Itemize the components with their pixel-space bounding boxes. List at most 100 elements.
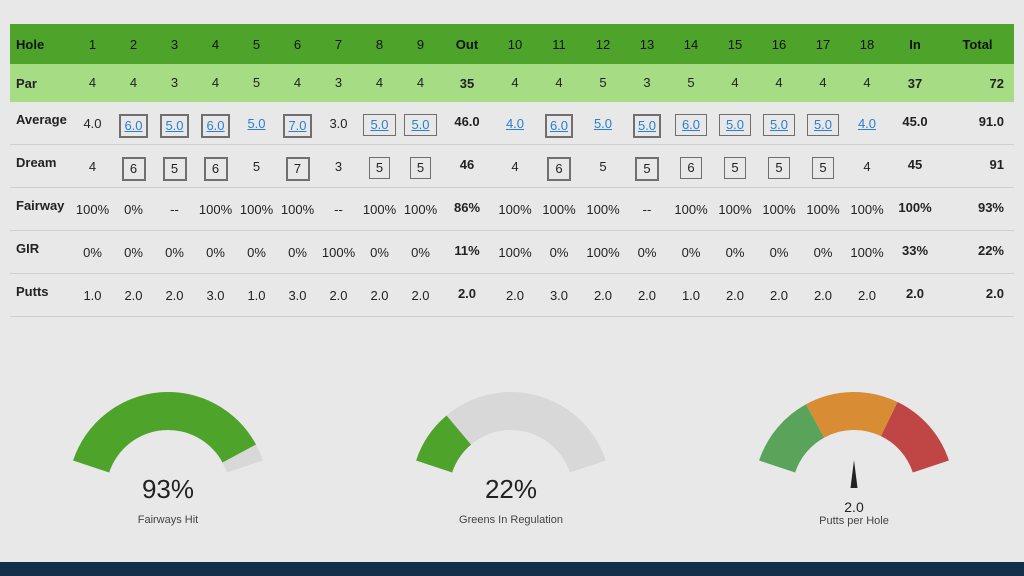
par-hole-14-cell: 5 [669,64,713,102]
par-hole-8-value: 4 [375,75,384,90]
putts-hole-9-cell: 2.0 [400,273,441,317]
gir-hole-7-cell: 100% [318,230,359,274]
par-row-label: Par [10,64,72,102]
dream-hole-16-cell: 5 [757,144,801,188]
fairway-hole-4-cell: 100% [195,187,236,231]
dream-hole-3-value: 5 [162,157,187,181]
gir-hole-2-cell: 0% [113,230,154,274]
average-hole-14-link[interactable]: 6.0 [674,114,708,136]
fairway-hole-2-cell: 0% [113,187,154,231]
dream-hole-11-cell: 6 [537,144,581,188]
gir-hole-13-cell: 0% [625,230,669,274]
par-hole-10-value: 4 [511,75,519,90]
fairway-hole-5-value: 100% [239,202,274,217]
putts-hole-3-value: 2.0 [165,288,184,303]
gir-hole-12-cell: 100% [581,230,625,274]
fairway-hole-4-value: 100% [198,202,233,217]
average-hole-2-link[interactable]: 6.0 [119,114,148,138]
hole-number-13: 13 [625,24,669,64]
average-in-value: 45.0 [889,102,941,145]
gir-row: GIR 0% 0% 0% 0% 0% 0% 100% 0% 0% 11% 100% 0% 100% 0% 0%… [10,230,1014,274]
average-hole-16-link[interactable]: 5.0 [762,114,796,136]
par-total-value: 72 [941,64,1014,102]
gir-hole-6-value: 0% [288,245,307,260]
gir-hole-4-value: 0% [206,245,225,260]
dream-hole-16-value: 5 [768,157,790,179]
average-hole-13-link[interactable]: 5.0 [632,114,662,138]
putts-gauge-needle [850,460,858,488]
par-hole-2-cell: 4 [113,64,154,102]
putts-hole-18-cell: 2.0 [845,273,889,317]
putts-hole-5-value: 1.0 [247,288,266,303]
dream-hole-4-value: 6 [203,157,228,181]
par-out-value: 35 [441,64,493,102]
average-hole-12-cell: 5.0 [581,102,625,145]
average-hole-9-link[interactable]: 5.0 [404,114,437,136]
fairways-hit-gauge: 93% Fairways Hit [60,384,276,534]
hole-number-8: 8 [359,24,400,64]
putts-hole-16-value: 2.0 [769,288,789,303]
average-hole-14-cell: 6.0 [669,102,713,145]
average-hole-12-link[interactable]: 5.0 [593,116,613,131]
putts-hole-17-value: 2.0 [813,288,833,303]
average-hole-5-link[interactable]: 5.0 [247,116,266,131]
average-hole-18-link[interactable]: 4.0 [857,116,877,131]
putts-hole-12-cell: 2.0 [581,273,625,317]
putts-gauge-zone-bad [880,401,949,473]
gir-hole-11-value: 0% [549,245,569,260]
gir-in-value: 33% [889,230,941,274]
hole-number-14: 14 [669,24,713,64]
fairway-hole-18-cell: 100% [845,187,889,231]
average-hole-7-value: 3.0 [329,116,348,131]
greens-gauge-track [416,392,606,473]
gir-hole-16-cell: 0% [757,230,801,274]
putts-hole-7-cell: 2.0 [318,273,359,317]
putts-hole-13-value: 2.0 [637,288,657,303]
average-hole-8-link[interactable]: 5.0 [363,114,396,136]
dream-hole-17-cell: 5 [801,144,845,188]
dream-out-value: 46 [441,144,493,188]
dream-hole-12-value: 5 [599,159,607,174]
gir-hole-3-value: 0% [165,245,184,260]
average-row: Average 4.0 6.0 5.0 6.0 5.0 7.0 3.0 5.0 5.0 46.0 4.… [10,102,1014,145]
fairway-hole-15-cell: 100% [713,187,757,231]
par-hole-8-cell: 4 [359,64,400,102]
gir-hole-12-value: 100% [586,245,620,260]
footer-bar [0,562,1024,576]
par-in-value: 37 [889,64,941,102]
putts-row-label: Putts [10,273,72,317]
dream-row: Dream 4 6 5 6 5 7 3 5 5 46 4 6 5 5 6 5 5 5 4 45 91 [10,144,1014,188]
average-hole-3-link[interactable]: 5.0 [160,114,189,138]
dream-hole-1-value: 4 [88,159,97,174]
par-hole-13-cell: 3 [625,64,669,102]
hole-number-18: 18 [845,24,889,64]
putts-hole-3-cell: 2.0 [154,273,195,317]
fairway-hole-16-cell: 100% [757,187,801,231]
gir-row-label: GIR [10,230,72,274]
putts-per-hole-value: 2.0 [844,499,864,515]
gir-hole-1-cell: 0% [72,230,113,274]
greens-gauge-arc [416,392,606,473]
putts-hole-5-cell: 1.0 [236,273,277,317]
gir-hole-13-value: 0% [637,245,657,260]
dream-hole-8-value: 5 [368,157,391,179]
average-hole-10-link[interactable]: 4.0 [505,116,525,131]
par-hole-1-value: 4 [88,75,97,90]
par-hole-3-value: 3 [170,75,179,90]
gir-hole-16-value: 0% [769,245,789,260]
average-hole-2-cell: 6.0 [113,102,154,145]
putts-hole-10-cell: 2.0 [493,273,537,317]
average-hole-11-link[interactable]: 6.0 [544,114,574,138]
average-hole-15-link[interactable]: 5.0 [718,114,752,136]
dream-hole-8-cell: 5 [359,144,400,188]
fairway-hole-17-value: 100% [806,202,840,217]
putts-row: Putts 1.0 2.0 2.0 3.0 1.0 3.0 2.0 2.0 2.0 2.0 2.0 3.… [10,273,1014,317]
average-hole-4-link[interactable]: 6.0 [201,114,230,138]
putts-hole-14-cell: 1.0 [669,273,713,317]
putts-per-hole-gauge: 2.0 Putts per Hole [746,384,962,534]
average-hole-17-link[interactable]: 5.0 [806,114,840,136]
par-hole-12-cell: 5 [581,64,625,102]
average-row-label: Average [10,102,72,145]
par-hole-10-cell: 4 [493,64,537,102]
average-hole-6-link[interactable]: 7.0 [283,114,312,138]
